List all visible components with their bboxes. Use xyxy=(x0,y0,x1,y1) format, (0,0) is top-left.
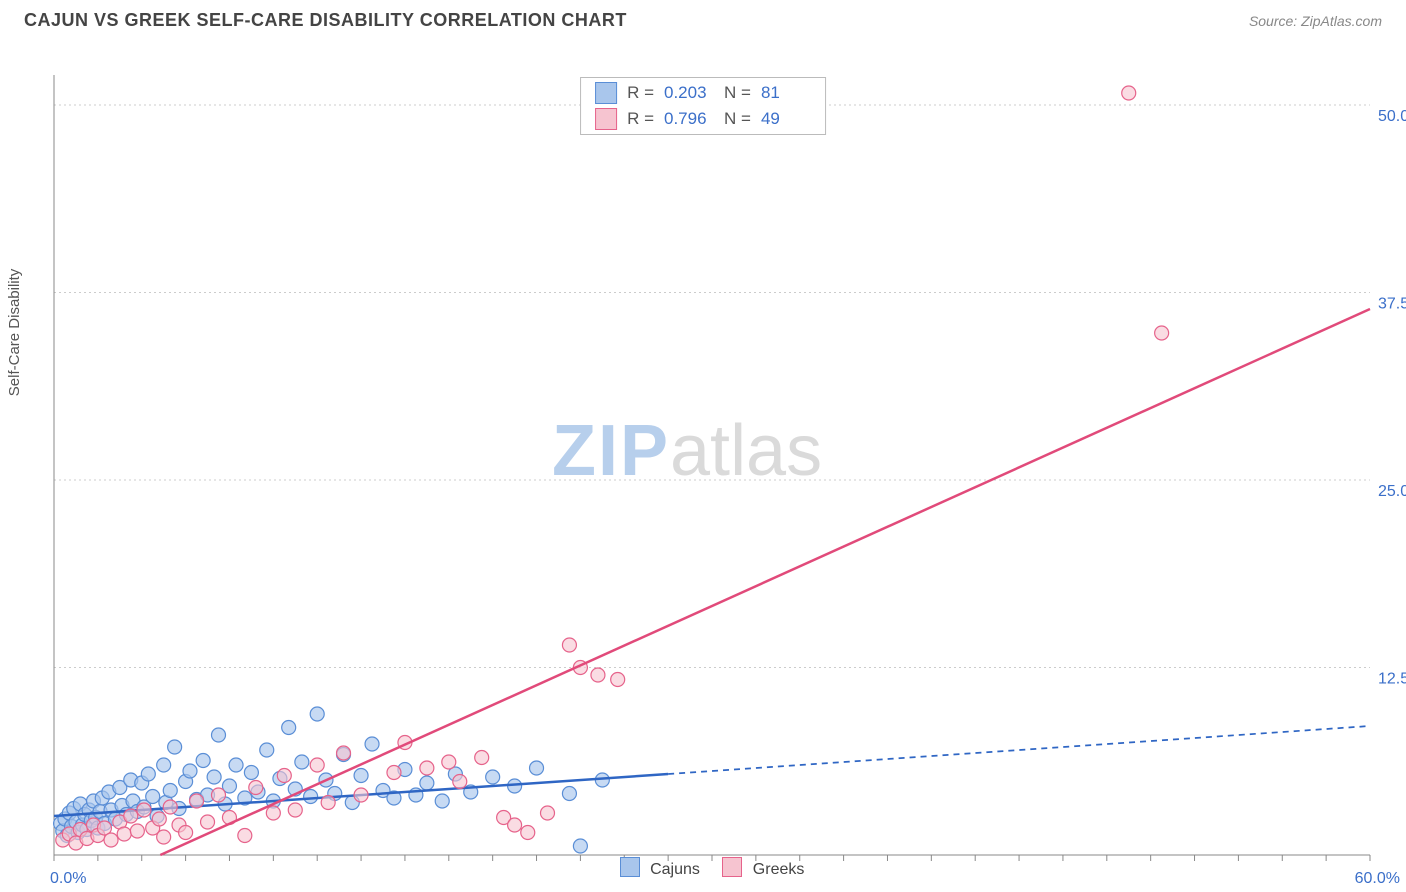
scatter-chart: 12.5%25.0%37.5%50.0%0.0%60.0%ZIPatlas xyxy=(0,35,1406,885)
series-legend: Cajuns Greeks xyxy=(0,857,1406,879)
swatch-cajuns-icon xyxy=(595,82,617,104)
n-label: N = xyxy=(724,109,751,129)
n-value-cajuns: 81 xyxy=(761,83,811,103)
svg-text:25.0%: 25.0% xyxy=(1378,483,1406,500)
n-value-greeks: 49 xyxy=(761,109,811,129)
r-label: R = xyxy=(627,109,654,129)
svg-text:ZIPatlas: ZIPatlas xyxy=(552,411,822,491)
r-value-greeks: 0.796 xyxy=(664,109,714,129)
legend-label-cajuns: Cajuns xyxy=(650,861,700,878)
stats-row-greeks: R = 0.796 N = 49 xyxy=(581,106,825,132)
legend-label-greeks: Greeks xyxy=(753,861,805,878)
svg-text:12.5%: 12.5% xyxy=(1378,671,1406,688)
source-prefix: Source: xyxy=(1249,13,1301,29)
r-label: R = xyxy=(627,83,654,103)
r-value-cajuns: 0.203 xyxy=(664,83,714,103)
chart-title: CAJUN VS GREEK SELF-CARE DISABILITY CORR… xyxy=(24,10,627,31)
source-name: ZipAtlas.com xyxy=(1301,13,1382,29)
swatch-cajuns-icon xyxy=(620,857,640,877)
svg-text:50.0%: 50.0% xyxy=(1378,108,1406,125)
stats-legend: R = 0.203 N = 81 R = 0.796 N = 49 xyxy=(580,77,826,135)
chart-area: Self-Care Disability 12.5% 25.0% 37.5% 50.0… xyxy=(0,35,1406,885)
svg-text:37.5%: 37.5% xyxy=(1378,296,1406,313)
swatch-greeks-icon xyxy=(595,108,617,130)
source-label: Source: ZipAtlas.com xyxy=(1249,13,1382,29)
y-axis-label: Self-Care Disability xyxy=(6,269,23,397)
n-label: N = xyxy=(724,83,751,103)
stats-row-cajuns: R = 0.203 N = 81 xyxy=(581,80,825,106)
swatch-greeks-icon xyxy=(722,857,742,877)
